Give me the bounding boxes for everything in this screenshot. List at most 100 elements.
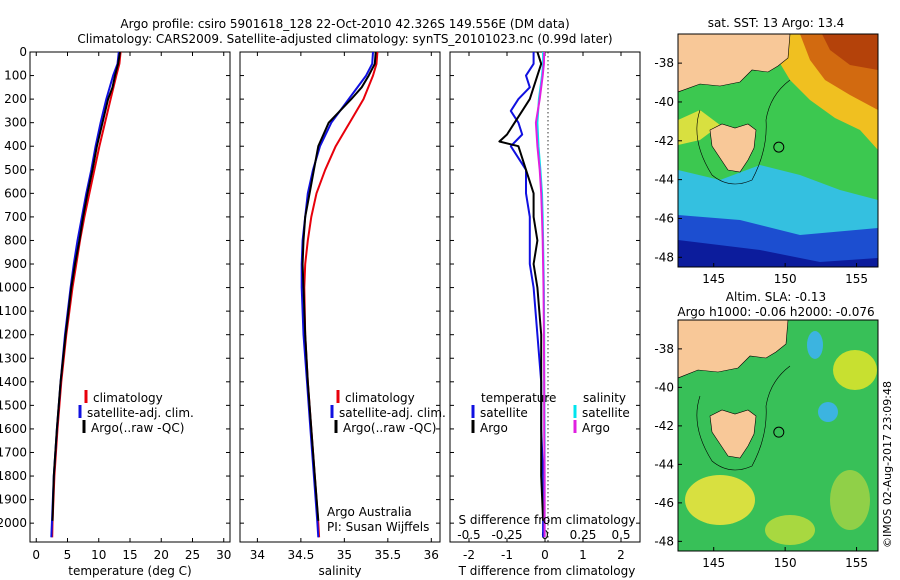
depth-tick-label: 1600 xyxy=(0,422,27,436)
depth-tick-label: 200 xyxy=(4,92,27,106)
shelf-contour xyxy=(696,365,791,471)
mainland-land xyxy=(678,320,789,379)
depth-tick-label: 1500 xyxy=(0,398,27,412)
salinity-xlabel: salinity xyxy=(318,564,361,578)
depth-tick-label: 1100 xyxy=(0,304,27,318)
map-y-tick-label: -44 xyxy=(654,173,674,187)
copyright-text: ©IMOS 02-Aug-2017 23:09:48 xyxy=(881,381,894,548)
temperature-legend: climatology satellite-adj. clim. Argo(..… xyxy=(78,390,194,435)
depth-tick-label: 100 xyxy=(4,69,27,83)
difference-y-ticks xyxy=(450,51,640,524)
sst-deep-region xyxy=(678,240,878,267)
depth-tick-label: 300 xyxy=(4,116,27,130)
sla-map-image xyxy=(678,320,878,551)
figure-title-line1: Argo profile: csiro 5901618_128 22-Oct-2… xyxy=(120,17,569,31)
map-y-tick-label: -46 xyxy=(654,211,674,225)
credits-line1: Argo Australia xyxy=(327,505,412,519)
temperature-x-axis: 0 5 10 15 20 25 30 xyxy=(32,52,231,562)
series-line-argo xyxy=(51,52,121,521)
map-x-tick-label: 150 xyxy=(774,556,797,570)
legend-t-argo-label: Argo xyxy=(480,421,508,435)
sla-map-title-line2: Argo h1000: -0.06 h2000: -0.076 xyxy=(677,305,874,319)
x-tick-label: -2 xyxy=(463,548,475,562)
x-tick-label: 25 xyxy=(185,548,200,562)
depth-tick-label: 400 xyxy=(4,139,27,153)
depth-tick-label: 0 xyxy=(19,45,27,59)
x-tick-label: 36 xyxy=(424,548,439,562)
temperature-series xyxy=(50,52,122,538)
legend-s-argo-label: Argo xyxy=(582,421,610,435)
depth-tick-label: 1800 xyxy=(0,469,27,483)
map-y-tick-label: -40 xyxy=(654,95,674,109)
series-line-climatology xyxy=(303,52,379,538)
sla-anomaly xyxy=(765,515,815,545)
salinity-axes-frame xyxy=(239,51,441,543)
depth-tick-label: 1000 xyxy=(0,281,27,295)
legend-climatology-label: climatology xyxy=(93,391,163,405)
map-y-tick-label: -46 xyxy=(654,496,674,510)
map-x-tick-label: 145 xyxy=(702,556,725,570)
difference-legend: temperature satellite Argo salinity sate… xyxy=(471,391,630,435)
map-y-tick-label: -38 xyxy=(654,342,674,356)
depth-axis: 0 100 200 300 400 500 600 700 800 900 1000 1100 1200… xyxy=(0,45,230,530)
legend-satellite-label: satellite-adj. clim. xyxy=(339,406,446,420)
depth-tick-label: 1200 xyxy=(0,328,27,342)
legend-satellite-label: satellite-adj. clim. xyxy=(87,406,194,420)
s-tick-label: -0.5 xyxy=(457,528,480,542)
tasmania-land xyxy=(709,409,757,459)
sla-map: Altim. SLA: -0.13 Argo h1000: -0.06 h200… xyxy=(654,290,879,570)
s-tick-label: -0.25 xyxy=(491,528,522,542)
depth-tick-label: 1400 xyxy=(0,375,27,389)
x-tick-label: 1 xyxy=(579,548,587,562)
depth-tick-label: 1300 xyxy=(0,351,27,365)
float-position-marker xyxy=(773,141,785,153)
x-tick-label: 20 xyxy=(154,548,169,562)
s-tick-label: 0.25 xyxy=(570,528,597,542)
float-position-marker xyxy=(773,426,785,438)
map-y-tick-label: -38 xyxy=(654,56,674,70)
shelf-contour xyxy=(696,79,791,185)
legend-salinity-heading: salinity xyxy=(583,391,626,405)
series-line-climatology xyxy=(51,52,122,538)
sst-yellow-band xyxy=(678,110,720,145)
sla-anomaly xyxy=(833,350,877,390)
depth-tick-label: 1700 xyxy=(0,445,27,459)
x-tick-label: 2 xyxy=(617,548,625,562)
sla-map-title-line1: Altim. SLA: -0.13 xyxy=(726,290,826,304)
temperature-xlabel: temperature (deg C) xyxy=(68,564,191,578)
salinity-x-axis: 34 34.5 35 35.5 36 xyxy=(250,52,439,562)
sla-map-axes: 145 150 155 -38 -40 -42 -44 -46 -48 xyxy=(654,342,868,570)
sla-anomaly xyxy=(818,402,838,422)
depth-tick-label: 700 xyxy=(4,210,27,224)
salinity-series xyxy=(300,52,379,538)
map-y-tick-label: -42 xyxy=(654,134,674,148)
credits-line2: PI: Susan Wijffels xyxy=(327,520,429,534)
salinity-y-ticks xyxy=(240,51,440,524)
temperature-axes-frame xyxy=(29,51,231,543)
sla-anomaly xyxy=(830,470,870,530)
x-tick-label: 15 xyxy=(122,548,137,562)
x-tick-label: -1 xyxy=(501,548,513,562)
map-y-tick-label: -48 xyxy=(654,534,674,548)
tasmania-land xyxy=(709,123,757,173)
difference-s-label: S difference from climatology xyxy=(459,513,636,527)
depth-tick-label: 600 xyxy=(4,186,27,200)
salinity-panel: 34 34.5 35 35.5 36 salinity climatology sate… xyxy=(239,51,446,578)
x-tick-label: 34.5 xyxy=(288,548,315,562)
map-x-tick-label: 145 xyxy=(702,272,725,286)
sst-map-frame xyxy=(677,33,879,268)
sst-map-image xyxy=(678,34,878,267)
series-line-satellite xyxy=(300,52,374,538)
legend-s-satellite-label: satellite xyxy=(582,406,630,420)
sla-anomaly xyxy=(807,331,823,359)
map-y-tick-label: -42 xyxy=(654,419,674,433)
map-x-tick-label: 150 xyxy=(774,272,797,286)
salinity-legend: climatology satellite-adj. clim. Argo(..… xyxy=(330,390,446,435)
legend-climatology-label: climatology xyxy=(345,391,415,405)
x-tick-label: 30 xyxy=(216,548,231,562)
series-line-argo xyxy=(301,52,377,521)
map-x-tick-label: 155 xyxy=(845,556,868,570)
sst-map: sat. SST: 13 Argo: 13.4 145 150 155 -38 -40 -… xyxy=(654,16,879,286)
x-tick-label: 34 xyxy=(250,548,265,562)
